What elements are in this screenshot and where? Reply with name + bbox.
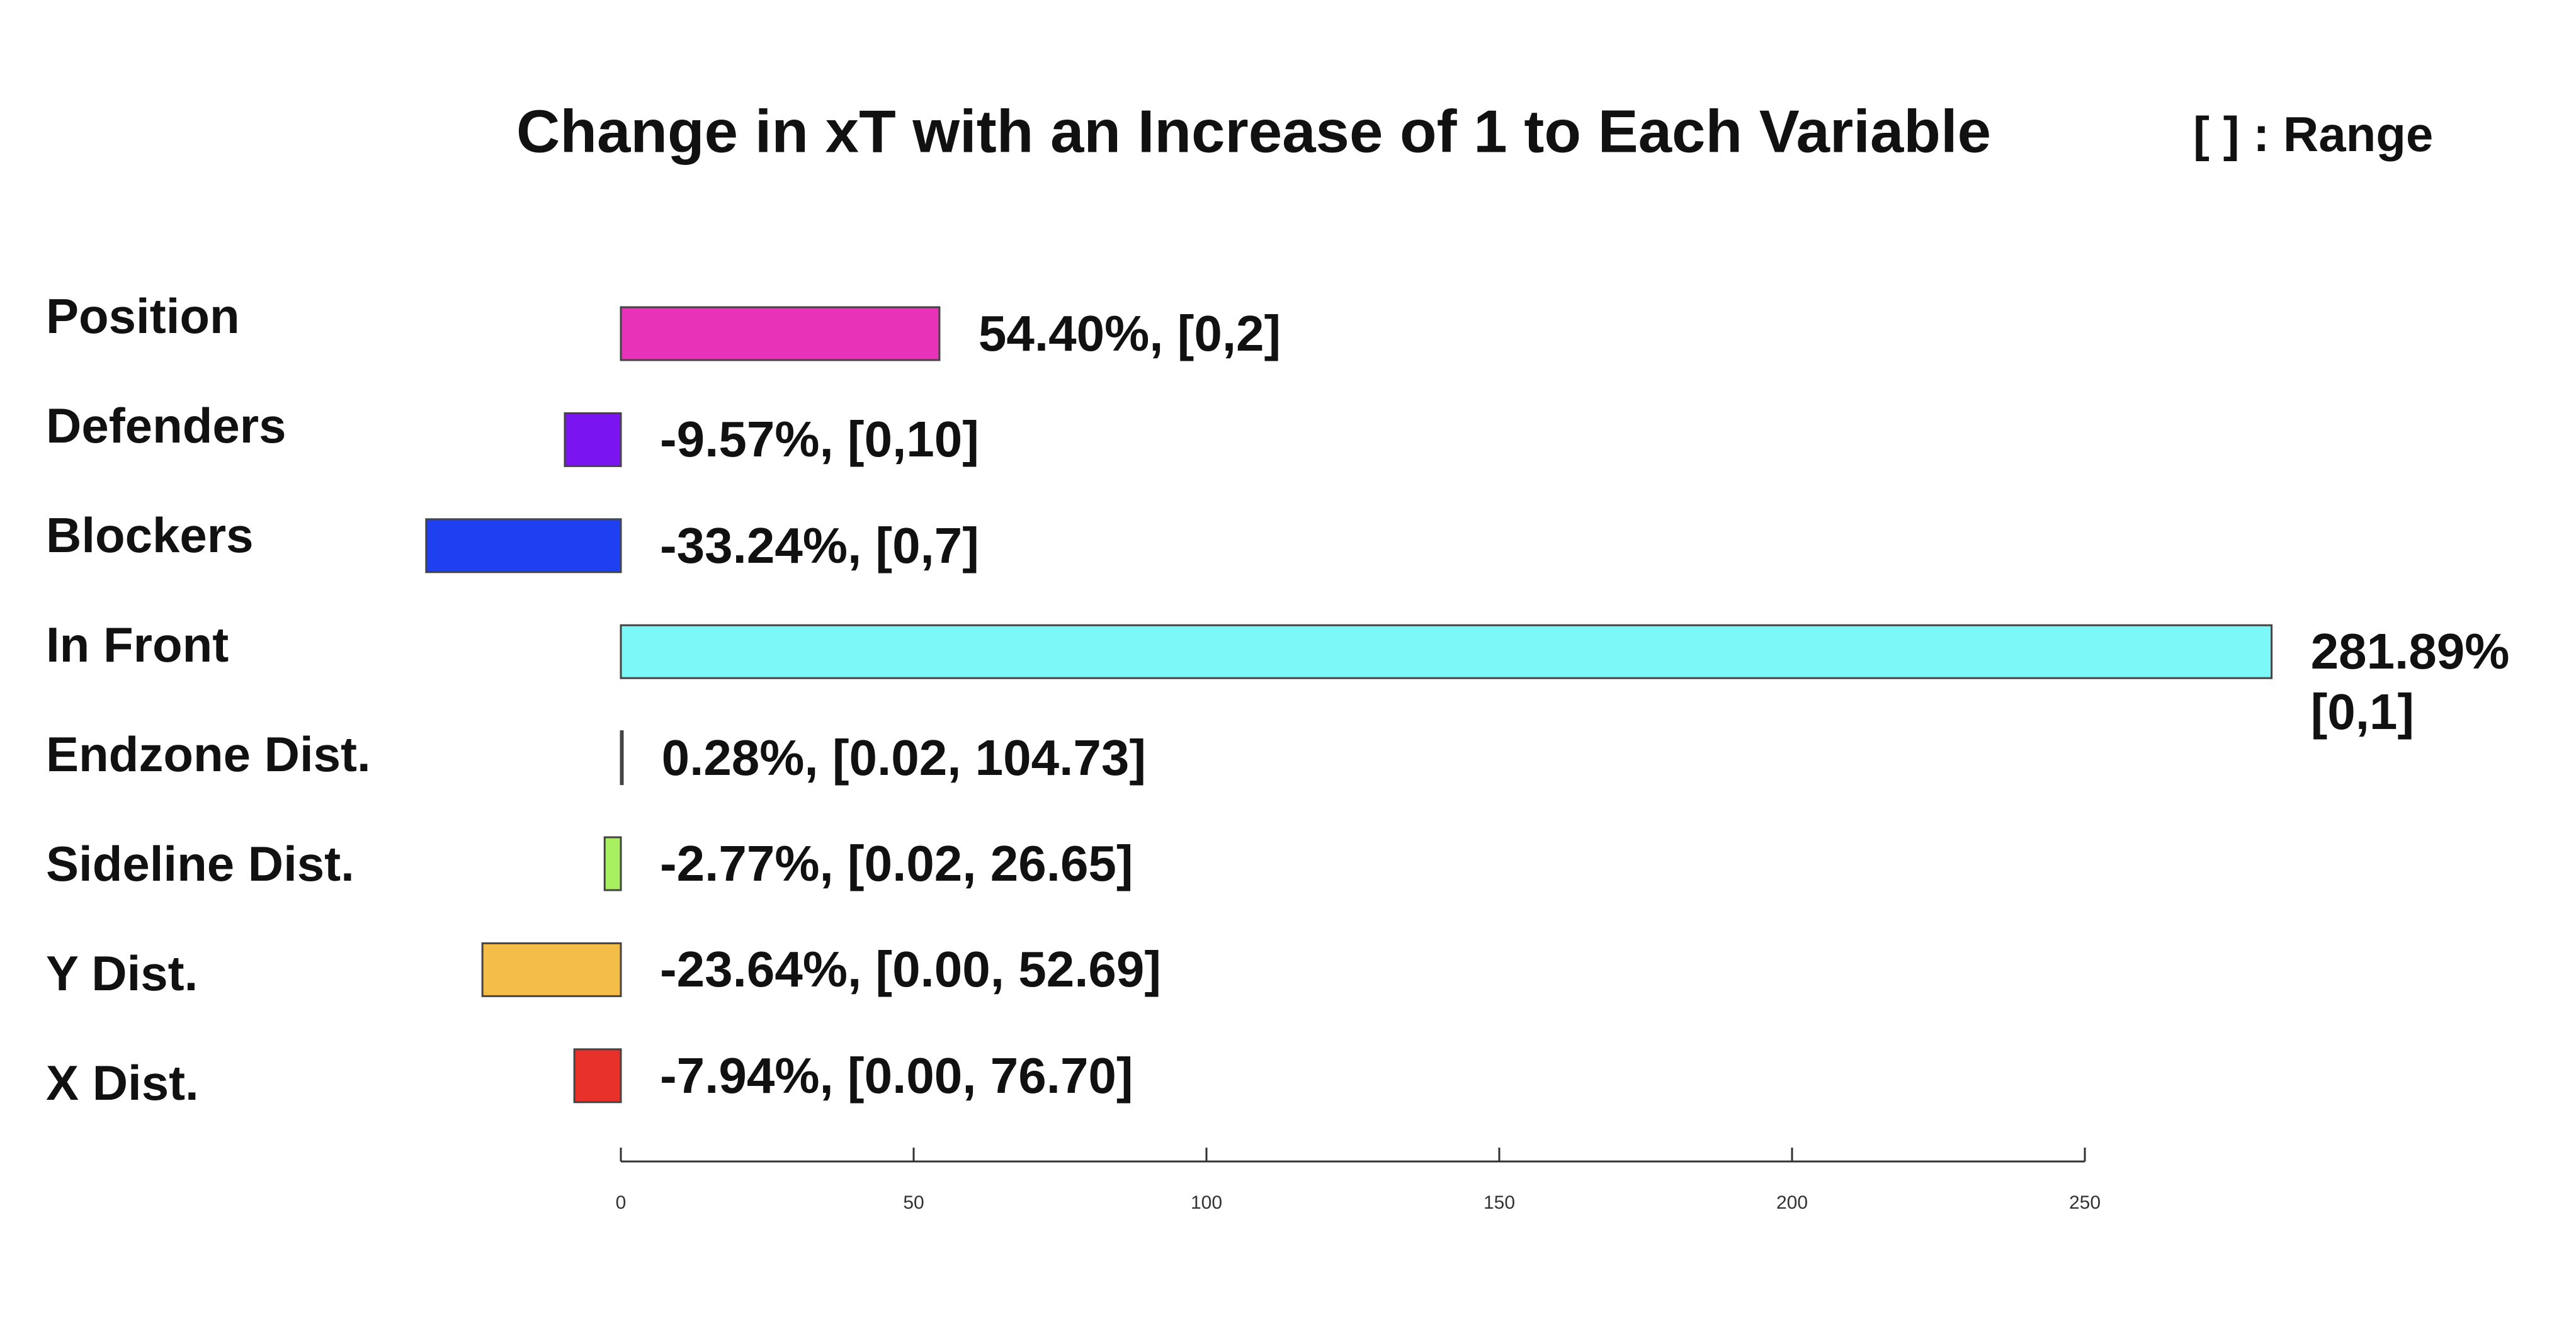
- x-tick-label: 200: [1776, 1192, 1808, 1213]
- bar: [573, 1048, 622, 1104]
- x-tick-label: 100: [1190, 1192, 1223, 1213]
- x-tick-label: 250: [2068, 1192, 2101, 1213]
- y-tick-label: In Front: [46, 617, 229, 673]
- value-label: -2.77%, [0.02, 26.65]: [660, 835, 1133, 891]
- annotation: [ ] : Range: [2193, 106, 2434, 162]
- value-label: 0.28%, [0.02, 104.73]: [661, 729, 1147, 786]
- x-tick-label: 50: [903, 1192, 924, 1213]
- value-label: -33.24%, [0,7]: [660, 517, 979, 573]
- y-tick-label: Endzone Dist.: [46, 726, 371, 782]
- bar: [564, 412, 622, 467]
- y-tick-label: Defenders: [46, 398, 287, 454]
- value-label: -9.57%, [0,10]: [660, 411, 979, 468]
- value-label: -7.94%, [0.00, 76.70]: [660, 1047, 1133, 1104]
- x-tick-label: 150: [1483, 1192, 1516, 1213]
- y-tick-label: Sideline Dist.: [46, 836, 355, 892]
- bar: [425, 518, 622, 573]
- bar: [620, 624, 2273, 679]
- chart-title: Change in xT with an Increase of 1 to Ea…: [516, 98, 1992, 166]
- bar: [603, 836, 622, 891]
- x-tick-label: 0: [615, 1192, 627, 1213]
- value-label: -23.64%, [0.00, 52.69]: [660, 941, 1162, 998]
- value-label: 54.40%, [0,2]: [978, 305, 1281, 361]
- bar: [620, 730, 624, 786]
- bar: [481, 942, 622, 997]
- y-tick-label: Blockers: [46, 507, 254, 563]
- y-tick-label: Y Dist.: [46, 946, 198, 1002]
- y-tick-label: Position: [46, 288, 240, 344]
- y-tick-label: X Dist.: [46, 1055, 199, 1111]
- bar: [620, 306, 941, 361]
- value-label: 281.89% [0,1]: [2310, 623, 2510, 740]
